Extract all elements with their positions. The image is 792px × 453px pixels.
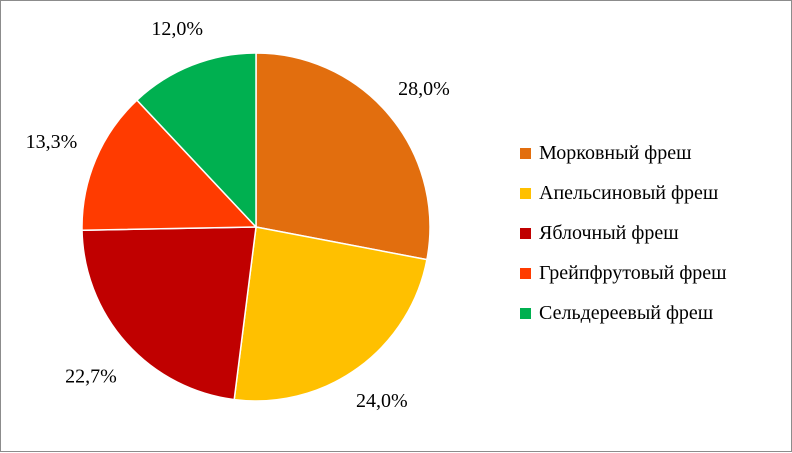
legend-item-apple: Яблочный фреш bbox=[520, 213, 727, 253]
legend-label-grapefruit: Грейпфрутовый фреш bbox=[539, 261, 727, 284]
data-label-carrot: 28,0% bbox=[398, 78, 450, 100]
legend-swatch-carrot bbox=[520, 147, 531, 159]
pie-slice-grapefruit bbox=[81, 99, 258, 232]
legend-label-apple: Яблочный фреш bbox=[539, 221, 679, 244]
legend-item-carrot: Морковный фреш bbox=[520, 133, 727, 173]
data-label-apple: 22,7% bbox=[65, 365, 117, 387]
legend-label-celery: Сельдереевый фреш bbox=[539, 301, 714, 324]
pie-slice-orange bbox=[233, 226, 428, 402]
legend-swatch-orange bbox=[520, 187, 531, 199]
legend-label-orange: Апельсиновый фреш bbox=[539, 181, 719, 204]
pie-slice-celery bbox=[135, 52, 257, 229]
data-label-celery: 12,0% bbox=[151, 18, 203, 40]
data-label-orange: 24,0% bbox=[356, 390, 408, 412]
legend-item-orange: Апельсиновый фреш bbox=[520, 173, 727, 213]
legend-swatch-apple bbox=[520, 227, 531, 239]
legend-item-grapefruit: Грейпфрутовый фреш bbox=[520, 253, 727, 293]
legend-item-celery: Сельдереевый фреш bbox=[520, 293, 727, 333]
chart-legend: Морковный фреш Апельсиновый фреш Яблочны… bbox=[520, 133, 727, 333]
pie-slice-apple bbox=[81, 226, 257, 401]
legend-swatch-celery bbox=[520, 307, 531, 319]
pie-slice-carrot bbox=[255, 52, 431, 261]
data-label-grapefruit: 13,3% bbox=[26, 131, 78, 153]
legend-swatch-grapefruit bbox=[520, 267, 531, 279]
legend-label-carrot: Морковный фреш bbox=[539, 141, 692, 164]
